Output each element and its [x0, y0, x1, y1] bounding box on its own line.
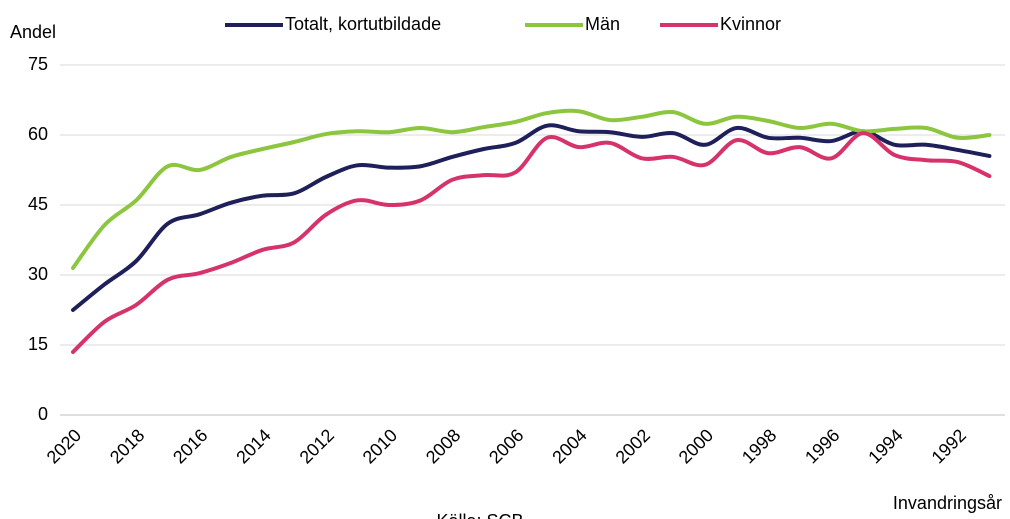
source: Källa: SCB	[436, 511, 523, 519]
y-tick-label: 0	[38, 404, 48, 424]
x-tick-label: 2008	[422, 425, 464, 467]
x-tick-label: 2014	[232, 425, 274, 467]
legend-label: Män	[585, 14, 620, 34]
legend-label: Totalt, kortutbildade	[285, 14, 441, 34]
x-tick-label: 2016	[169, 425, 211, 467]
y-axis-label: Andel	[10, 22, 56, 42]
x-tick-label: 1994	[864, 425, 906, 467]
x-tick-label: 1998	[738, 425, 780, 467]
x-tick-label: 2018	[106, 425, 148, 467]
series-line	[71, 123, 992, 312]
y-tick-label: 45	[28, 194, 48, 214]
x-tick-label: 2006	[485, 425, 527, 467]
x-tick-label: 1996	[801, 425, 843, 467]
y-tick-label: 75	[28, 54, 48, 74]
x-tick-label: 2004	[548, 425, 590, 467]
x-tick-label: 2002	[612, 425, 654, 467]
y-tick-label: 60	[28, 124, 48, 144]
series-line	[71, 108, 992, 270]
x-axis-label: Invandringsår	[893, 493, 1002, 513]
series-line	[71, 131, 992, 354]
x-tick-label: 2010	[359, 425, 401, 467]
legend-label: Kvinnor	[720, 14, 781, 34]
x-tick-label: 1992	[928, 425, 970, 467]
y-tick-label: 30	[28, 264, 48, 284]
x-tick-label: 2000	[675, 425, 717, 467]
x-tick-label: 2012	[296, 425, 338, 467]
y-tick-label: 15	[28, 334, 48, 354]
x-tick-label: 2020	[43, 425, 85, 467]
